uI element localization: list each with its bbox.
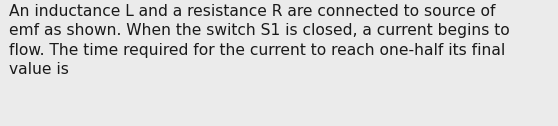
Text: An inductance L and a resistance R are connected to source of
emf as shown. When: An inductance L and a resistance R are c…	[9, 4, 509, 77]
